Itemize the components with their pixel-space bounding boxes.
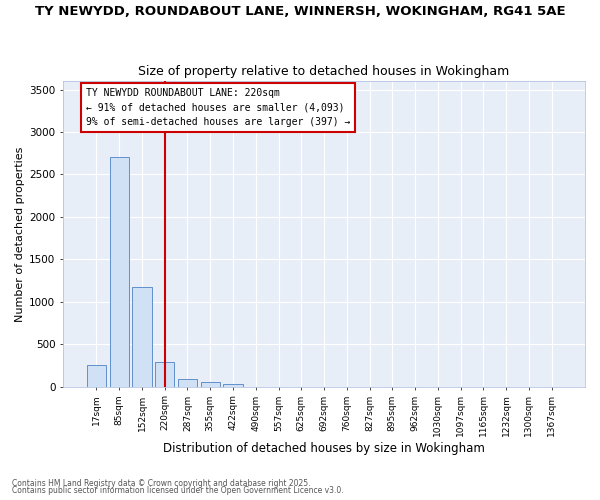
Y-axis label: Number of detached properties: Number of detached properties [15, 146, 25, 322]
Bar [200, 382, 220, 386]
Text: Contains public sector information licensed under the Open Government Licence v3: Contains public sector information licen… [12, 486, 344, 495]
Title: Size of property relative to detached houses in Wokingham: Size of property relative to detached ho… [139, 66, 509, 78]
Bar [223, 384, 242, 386]
Text: TY NEWYDD, ROUNDABOUT LANE, WINNERSH, WOKINGHAM, RG41 5AE: TY NEWYDD, ROUNDABOUT LANE, WINNERSH, WO… [35, 5, 565, 18]
Text: TY NEWYDD ROUNDABOUT LANE: 220sqm
← 91% of detached houses are smaller (4,093)
9: TY NEWYDD ROUNDABOUT LANE: 220sqm ← 91% … [86, 88, 350, 128]
Bar [155, 362, 175, 386]
Text: Contains HM Land Registry data © Crown copyright and database right 2025.: Contains HM Land Registry data © Crown c… [12, 478, 311, 488]
Bar [178, 379, 197, 386]
Bar [132, 286, 152, 386]
Bar [87, 364, 106, 386]
X-axis label: Distribution of detached houses by size in Wokingham: Distribution of detached houses by size … [163, 442, 485, 455]
Bar [110, 158, 129, 386]
